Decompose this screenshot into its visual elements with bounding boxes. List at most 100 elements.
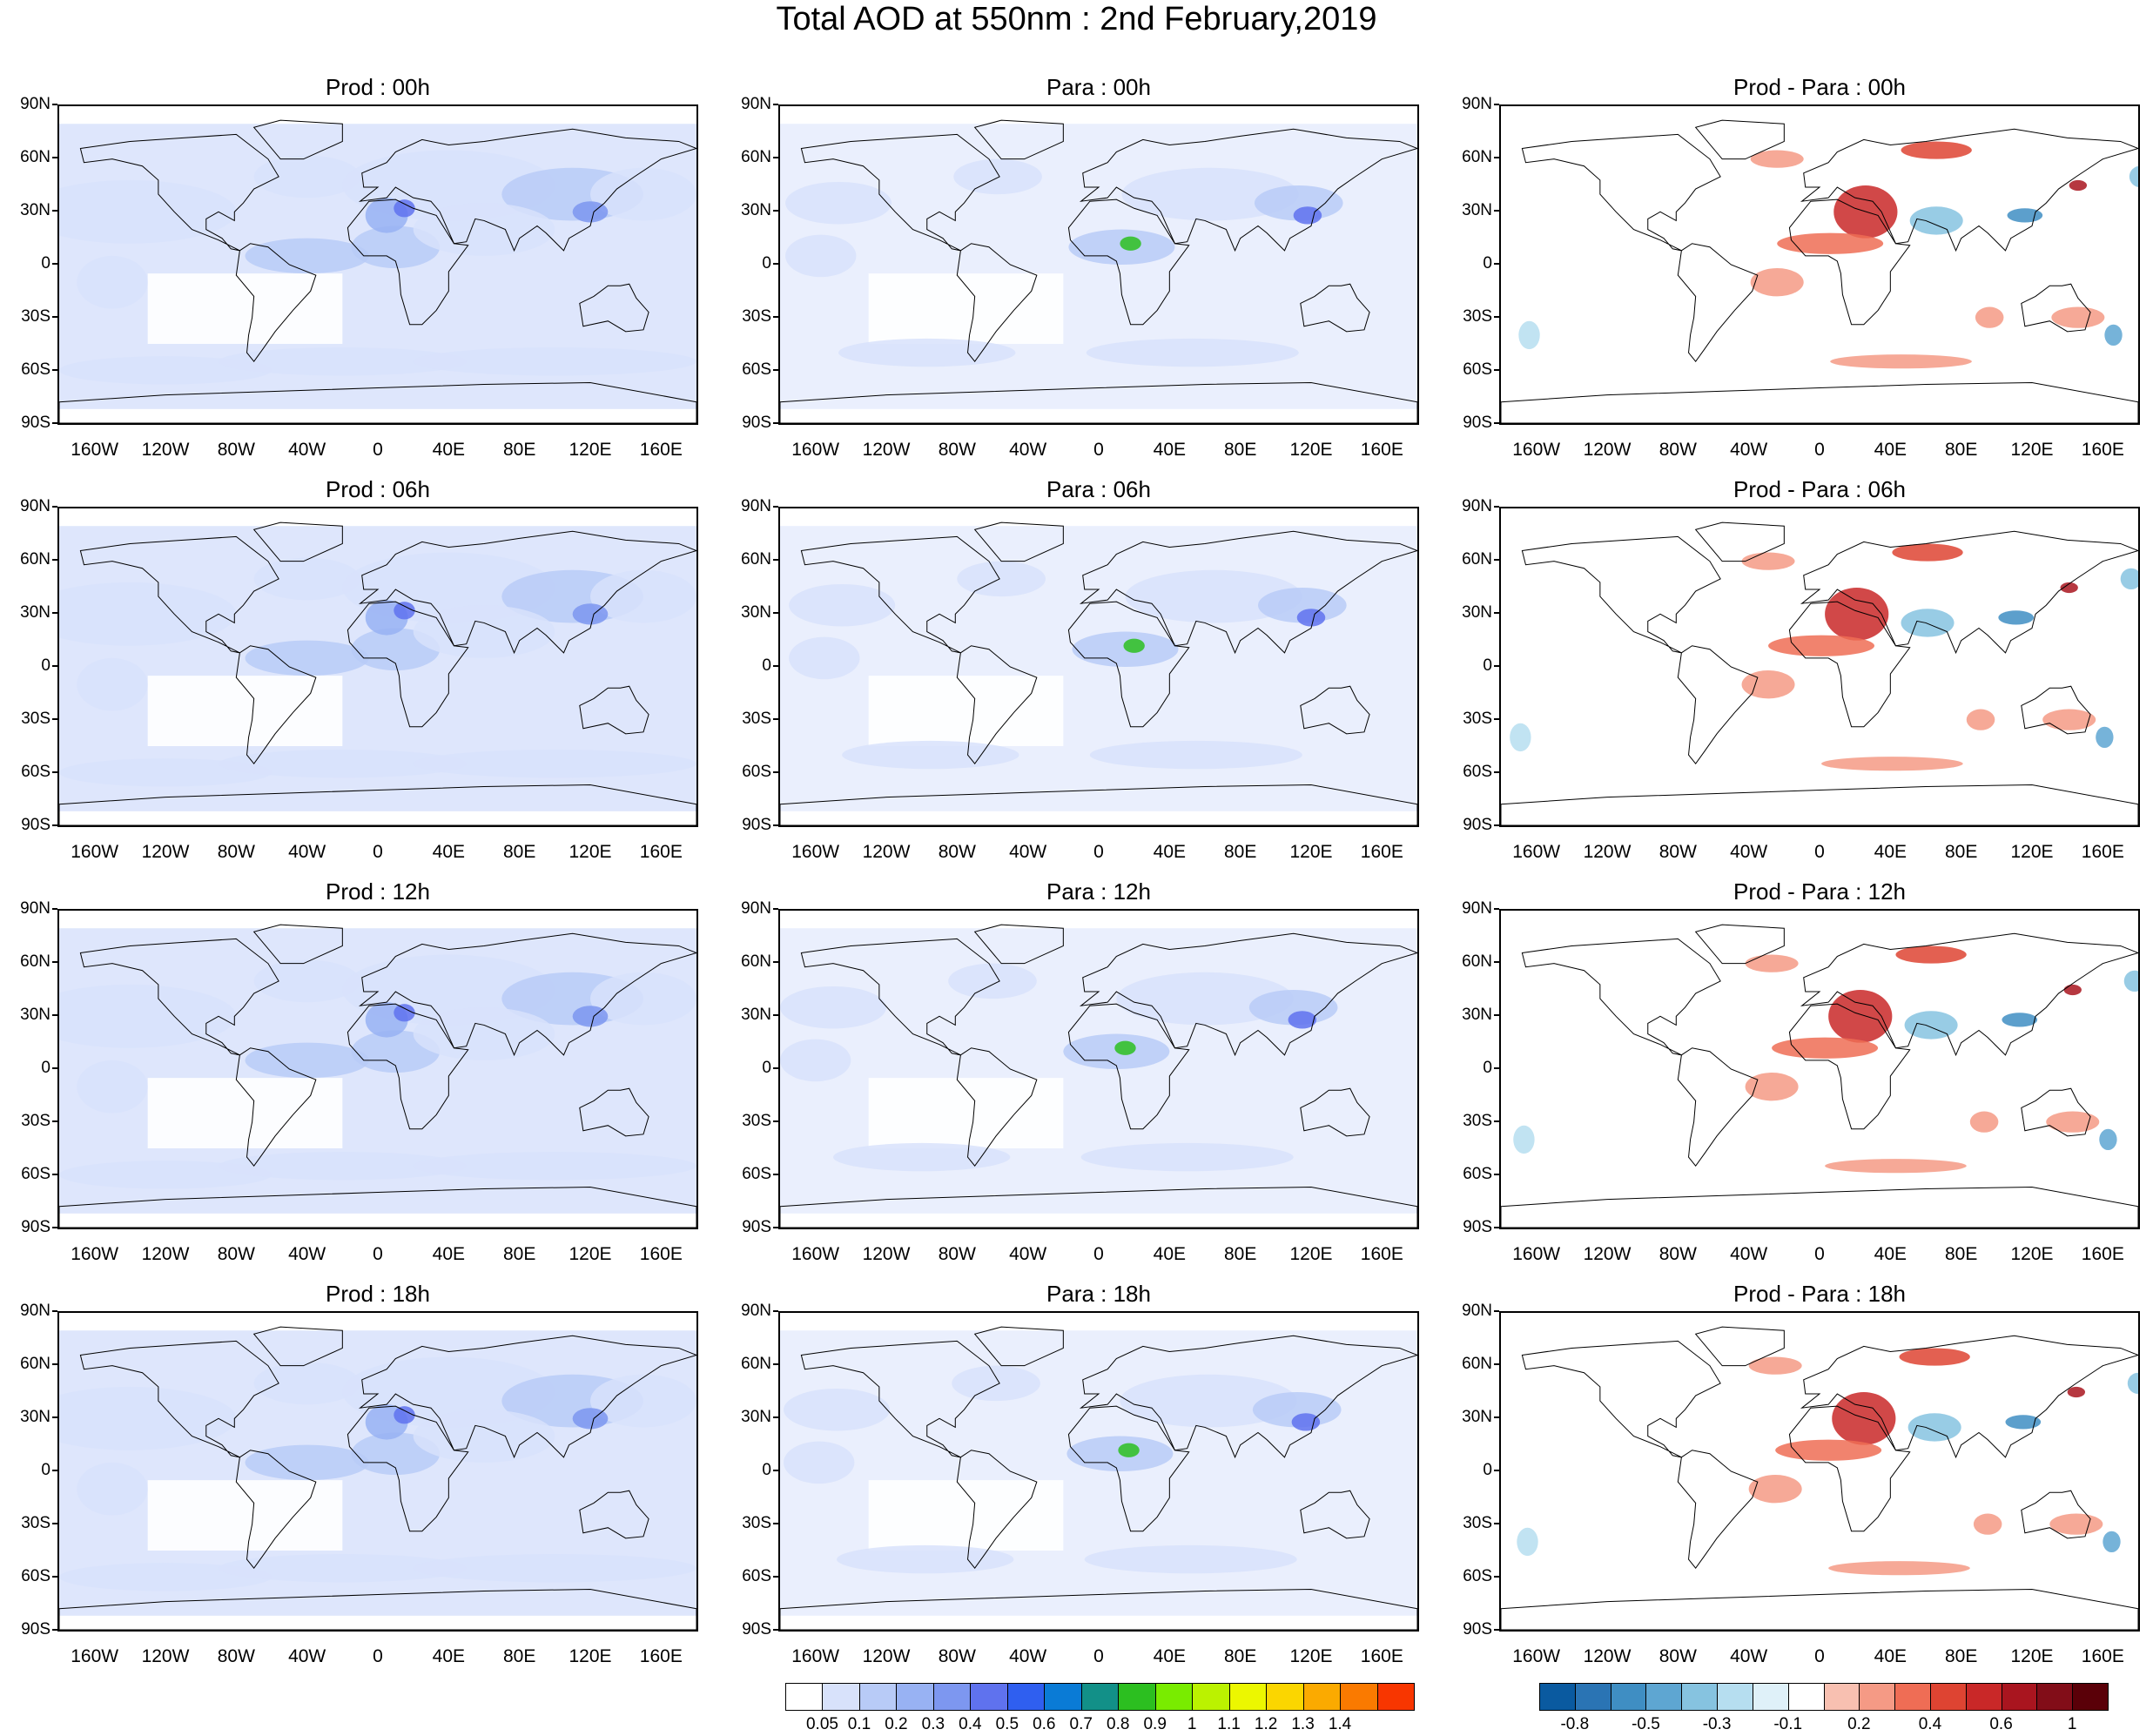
colorbar-swatch — [1574, 1683, 1611, 1711]
longitude-label: 40E — [1153, 1244, 1187, 1264]
longitude-label: 160E — [1360, 1646, 1403, 1666]
field-contour — [394, 199, 415, 218]
colorbar-swatch — [822, 1683, 860, 1711]
longitude-label: 160W — [71, 440, 119, 460]
field-contour — [1254, 185, 1343, 221]
latitude-label: 0 — [1483, 254, 1492, 273]
field-contour — [957, 561, 1046, 597]
map-panel: Prod : 06h 90N 60N 30N 0 30S 60S 90S 160W 120W 80W… — [0, 477, 719, 879]
latitude-tick — [773, 316, 778, 318]
latitude-tick — [52, 665, 57, 667]
coastline — [2021, 283, 2091, 333]
coastline — [1300, 1490, 1370, 1539]
latitude-label: 30N — [20, 201, 50, 219]
coastline — [973, 119, 1064, 160]
field-contour — [1899, 1348, 1970, 1366]
latitude-tick — [52, 1310, 57, 1312]
colorbar-swatch — [1192, 1683, 1230, 1711]
longitude-label: 0 — [1814, 842, 1825, 862]
field-contour — [59, 356, 272, 385]
coastline — [579, 1490, 649, 1539]
latitude-label: 90S — [21, 414, 50, 432]
latitude-label: 60N — [1462, 952, 1492, 971]
coastline — [1521, 535, 1721, 654]
map-field — [1501, 106, 2138, 423]
map-plot — [1499, 104, 2140, 425]
coastline — [1079, 1335, 1417, 1459]
latitude-label: 30N — [20, 603, 50, 622]
field-contour — [219, 750, 467, 778]
field-contour — [59, 1563, 272, 1591]
longitude-label: 80E — [1944, 1646, 1978, 1666]
field-contour — [253, 557, 360, 601]
coastline — [1788, 1003, 1911, 1130]
latitude-label: 60S — [1463, 360, 1492, 379]
colorbar-label: 0.4 — [1918, 1715, 1942, 1733]
coastline — [1501, 784, 2138, 825]
field-contour — [2063, 984, 2082, 996]
coastline — [252, 1326, 343, 1367]
longitude-label: 160W — [1512, 1244, 1561, 1264]
field-contour — [2104, 324, 2123, 347]
longitude-label: 80W — [1658, 1646, 1697, 1666]
field-contour — [2069, 179, 2088, 192]
field-contour — [1120, 236, 1141, 251]
field-contour — [1828, 990, 1893, 1043]
latitude-tick — [773, 1576, 778, 1578]
latitude-label: 90S — [21, 816, 50, 834]
field-contour — [572, 603, 609, 625]
coastline — [1079, 932, 1417, 1057]
coastline — [1300, 685, 1370, 735]
panel-title: Para : 00h — [1046, 74, 1151, 100]
coastline — [358, 1335, 696, 1459]
longitude-label: 120W — [141, 1646, 190, 1666]
field-contour — [1768, 635, 1875, 656]
coastline — [252, 521, 343, 562]
coastline — [59, 381, 696, 423]
latitude-label: 0 — [762, 254, 771, 273]
field-contour — [1901, 141, 1972, 159]
longitude-label: 80W — [938, 1244, 976, 1264]
latitude-tick — [52, 1067, 57, 1069]
latitude-tick — [52, 612, 57, 614]
longitude-label: 0 — [373, 1244, 383, 1264]
latitude-tick — [1494, 422, 1499, 424]
longitude-label: 80W — [1658, 440, 1697, 460]
longitude-label: 40E — [1874, 842, 1907, 862]
longitude-label: 160E — [2081, 440, 2124, 460]
longitude-label: 80E — [1944, 440, 1978, 460]
latitude-tick — [773, 157, 778, 158]
latitude-label: 30N — [741, 603, 771, 622]
latitude-label: 0 — [762, 656, 771, 675]
longitude-label: 80W — [217, 1646, 255, 1666]
latitude-tick — [1494, 665, 1499, 667]
field-contour — [1252, 1392, 1342, 1428]
longitude-label: 120W — [1583, 842, 1632, 862]
field-contour — [572, 1006, 609, 1027]
coastline — [1677, 1047, 1759, 1167]
map-plot — [778, 104, 1419, 425]
latitude-tick — [52, 263, 57, 265]
colorbar-label: 1.1 — [1217, 1715, 1241, 1733]
longitude-label: 80W — [217, 1244, 255, 1264]
latitude-label: 60S — [21, 1567, 50, 1585]
coastline — [1694, 924, 1785, 965]
latitude-tick — [52, 1014, 57, 1016]
longitude-label: 80E — [1944, 1244, 1978, 1264]
latitude-label: 90N — [741, 95, 771, 113]
map-plot — [1499, 909, 2140, 1229]
coastline — [2021, 1087, 2091, 1137]
latitude-label: 30N — [1462, 1006, 1492, 1024]
longitude-label: 120W — [141, 842, 190, 862]
longitude-label: 40E — [1153, 842, 1187, 862]
longitude-label: 40W — [1730, 1244, 1768, 1264]
field-contour — [1741, 670, 1795, 699]
latitude-tick — [773, 1014, 778, 1016]
field-contour — [1777, 232, 1884, 254]
map-panel: Prod : 12h 90N 60N 30N 0 30S 60S 90S 160W 120W 80W… — [0, 879, 719, 1282]
coastline — [956, 1450, 1038, 1570]
coastline — [1067, 1003, 1190, 1130]
coastline — [800, 938, 1000, 1056]
latitude-label: 30N — [741, 1408, 771, 1426]
longitude-label: 0 — [1093, 440, 1104, 460]
